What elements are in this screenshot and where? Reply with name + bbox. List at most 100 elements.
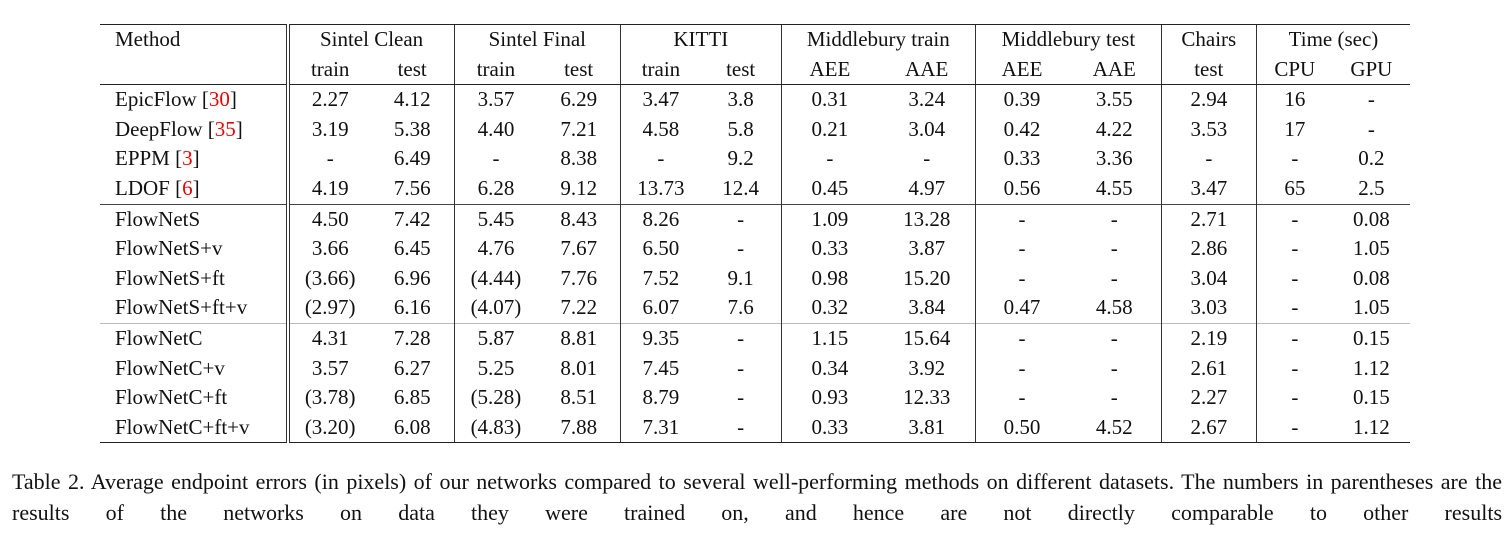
value-cell: - xyxy=(700,412,782,444)
group-header: Time (sec) xyxy=(1255,23,1410,55)
data-row: FlowNetS+v 3.66 6.45 4.76 7.67 6.50 - 0.33 3.87 -… xyxy=(100,234,1410,264)
value-cell: 12.33 xyxy=(903,385,951,410)
bracket: ] xyxy=(229,87,237,112)
value-cell: 6.85 xyxy=(393,385,431,410)
value-cell: - xyxy=(453,144,538,174)
value-cell: - xyxy=(737,385,745,410)
value-cell: 3.47 xyxy=(620,84,701,115)
value-cell: 2.5 xyxy=(1358,175,1385,200)
citation: 3 xyxy=(182,146,193,171)
value-cell: 0.08 xyxy=(1332,203,1410,235)
value-cell: 2.86 xyxy=(1160,234,1257,264)
value-cell: 7.76 xyxy=(560,265,598,290)
value-cell: 4.58 xyxy=(1095,295,1133,320)
value-cell: (3.78) xyxy=(304,385,356,410)
value-cell: 1.05 xyxy=(1352,236,1390,261)
value-cell: 1.15 xyxy=(780,322,879,354)
method-name: FlowNetS xyxy=(115,206,201,231)
citation: 30 xyxy=(208,87,230,112)
value-cell: - xyxy=(1255,293,1333,324)
value-cell: - xyxy=(1255,322,1333,354)
value-cell: 2.71 xyxy=(1160,203,1257,235)
data-row: FlowNetC+v 3.57 6.27 5.25 8.01 7.45 - 0.34 3.92 -… xyxy=(100,353,1410,384)
value-cell: 7.52 xyxy=(620,263,701,294)
data-row: FlowNetS 4.50 7.42 5.45 8.43 8.26-1.09 13.28- -… xyxy=(100,203,1410,235)
method-cell: FlowNetC+v xyxy=(100,353,290,384)
method-name: FlowNetS+ft+v xyxy=(115,295,248,320)
subheader: test xyxy=(537,54,621,86)
value-cell: 3.87 xyxy=(908,236,946,261)
method-cell: FlowNetC+ft xyxy=(100,383,290,413)
value-cell: - xyxy=(620,144,701,174)
method-name: LDOF xyxy=(115,175,170,200)
empty-cell xyxy=(100,54,290,86)
group-header: KITTI xyxy=(620,23,782,55)
bracket: [ xyxy=(175,146,183,171)
value-cell: - xyxy=(737,355,745,380)
value-cell: 7.6 xyxy=(727,295,754,320)
value-cell: 0.39 xyxy=(975,84,1068,115)
value-cell: 8.38 xyxy=(560,146,598,171)
subheader: test xyxy=(370,54,455,86)
value-cell: - xyxy=(1255,234,1333,264)
subheader-row: train test train test train test AEE AAE AEE AAE t… xyxy=(100,54,1410,86)
subheader: test xyxy=(700,54,782,86)
value-cell: 5.87 xyxy=(453,322,538,354)
value-cell: 2.19 xyxy=(1160,322,1257,354)
value-cell: 17 xyxy=(1255,114,1333,145)
value-cell: 9.1 xyxy=(727,265,754,290)
value-cell: - xyxy=(1255,263,1333,294)
bracket: [ xyxy=(175,175,183,200)
value-cell: 3.8 xyxy=(727,87,754,112)
value-cell: 8.81 xyxy=(537,322,621,354)
value-cell: 7.22 xyxy=(560,295,598,320)
data-row: EPPM [3] -6.49-8.38-9.2- -0.33 3.36- -0.2 xyxy=(100,144,1410,174)
value-cell: - xyxy=(975,322,1068,354)
method-cell: FlowNetS+v xyxy=(100,234,290,264)
subheader: test xyxy=(1160,54,1257,86)
method-cell: EPPM [3] xyxy=(100,144,290,174)
group-header: Sintel Clean xyxy=(287,23,455,55)
value-cell: 1.09 xyxy=(780,203,879,235)
subheader: CPU xyxy=(1255,54,1333,86)
value-cell: 0.08 xyxy=(1352,265,1390,290)
header-row: Method Sintel Clean Sintel Final KITTI Middl… xyxy=(100,23,1410,55)
value-cell: 6.45 xyxy=(393,236,431,261)
value-cell: 0.32 xyxy=(780,293,879,324)
method-cell: EpicFlow [30] xyxy=(100,84,290,115)
value-cell: - xyxy=(975,353,1068,384)
value-cell: - xyxy=(1367,116,1375,141)
value-cell: 0.33 xyxy=(780,412,879,444)
value-cell: - xyxy=(1110,236,1118,261)
value-cell: 5.8 xyxy=(727,116,754,141)
subheader: AEE xyxy=(780,54,879,86)
value-cell: 4.58 xyxy=(620,114,701,145)
method-cell: FlowNetS xyxy=(100,203,290,235)
group-header: Middlebury train xyxy=(780,23,976,55)
data-row: FlowNetC 4.31 7.28 5.87 8.81 9.35-1.15 15.64- -… xyxy=(100,322,1410,354)
bracket: [ xyxy=(207,116,215,141)
value-cell: 8.01 xyxy=(560,355,598,380)
value-cell: 0.45 xyxy=(780,173,879,205)
value-cell: 0.31 xyxy=(780,84,879,115)
value-cell: (2.97) xyxy=(304,295,356,320)
value-cell: 4.19 xyxy=(311,175,349,200)
value-cell: 7.28 xyxy=(370,322,455,354)
value-cell: - xyxy=(975,263,1068,294)
data-row: FlowNetC+ft+v (3.20) 6.08 (4.83) 7.88 7.31-0.… xyxy=(100,412,1410,444)
value-cell: 6.49 xyxy=(393,146,431,171)
value-cell: - xyxy=(1067,203,1162,235)
value-cell: - xyxy=(780,144,879,174)
value-cell: 3.19 xyxy=(311,116,349,141)
value-cell: 3.47 xyxy=(1160,173,1257,205)
value-cell: 2.67 xyxy=(1160,412,1257,444)
value-cell: 5.38 xyxy=(393,116,431,141)
value-cell: 0.93 xyxy=(780,383,879,413)
value-cell: 4.22 xyxy=(1095,116,1133,141)
value-cell: 3.55 xyxy=(1095,87,1133,112)
value-cell: 7.56 xyxy=(393,175,431,200)
value-cell: - xyxy=(975,383,1068,413)
method-cell: FlowNetC+ft+v xyxy=(100,412,290,444)
value-cell: 4.12 xyxy=(393,87,431,112)
subheader: train xyxy=(287,54,371,86)
